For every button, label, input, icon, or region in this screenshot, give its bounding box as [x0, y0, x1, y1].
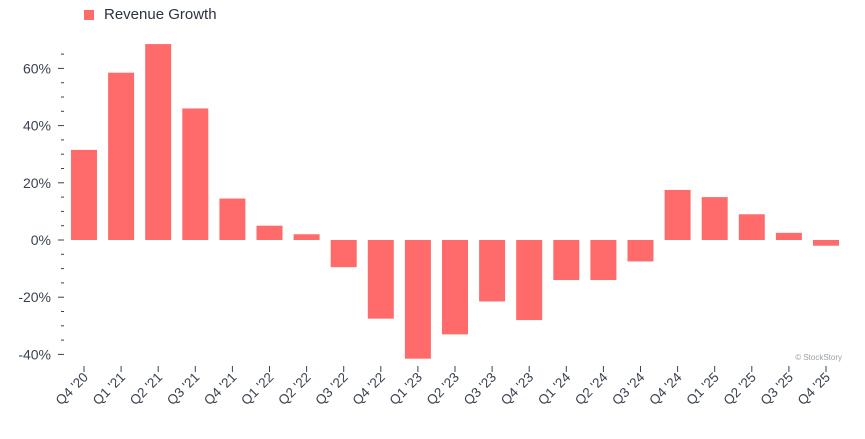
- bar: [182, 108, 209, 240]
- bar: [627, 240, 654, 262]
- y-tick-label: -40%: [18, 346, 51, 362]
- bar: [738, 214, 765, 240]
- bar: [145, 44, 172, 241]
- x-tick-label: Q1 '23: [387, 370, 425, 408]
- bar: [664, 189, 691, 240]
- y-tick-label: 20%: [23, 175, 51, 191]
- x-tick-label: Q2 '25: [720, 370, 758, 408]
- x-tick-label: Q2 '22: [275, 370, 313, 408]
- bar: [813, 240, 839, 246]
- bar: [590, 240, 617, 281]
- credit-label: © StockStory: [795, 353, 842, 362]
- bar: [701, 197, 728, 240]
- x-tick-label: Q2 '24: [572, 369, 611, 408]
- bar: [775, 232, 802, 240]
- x-tick-label: Q2 '21: [127, 370, 165, 408]
- bar: [404, 240, 431, 359]
- x-tick-label: Q3 '24: [609, 369, 648, 408]
- x-tick-label: Q4 '24: [646, 369, 685, 408]
- x-tick-label: Q1 '24: [535, 369, 574, 408]
- x-tick-label: Q3 '21: [164, 370, 202, 408]
- bar: [219, 198, 246, 240]
- legend-swatch: [84, 9, 94, 20]
- y-tick-label: 40%: [23, 118, 51, 134]
- x-tick-label: Q4 '21: [201, 370, 239, 408]
- x-tick-label: Q4 '20: [53, 370, 91, 408]
- x-tick-label: Q3 '25: [758, 370, 796, 408]
- bar: [293, 234, 320, 240]
- bar: [553, 240, 580, 281]
- bar: [442, 240, 468, 335]
- x-tick-label: Q2 '23: [424, 370, 462, 408]
- bar: [367, 240, 394, 319]
- bar: [516, 240, 543, 321]
- x-tick-label: Q1 '25: [683, 370, 721, 408]
- x-tick-label: Q4 '25: [795, 370, 833, 408]
- x-tick-label: Q1 '22: [238, 370, 276, 408]
- bar: [108, 72, 135, 240]
- y-tick-label: 0%: [31, 232, 51, 248]
- x-tick-label: Q4 '22: [349, 370, 387, 408]
- y-tick-label: 60%: [23, 60, 51, 76]
- legend: Revenue Growth: [84, 6, 217, 23]
- x-tick-label: Q1 '21: [90, 370, 128, 408]
- y-tick-label: -20%: [18, 289, 51, 305]
- x-tick-label: Q3 '23: [461, 370, 499, 408]
- bar: [479, 240, 506, 302]
- bar: [330, 240, 357, 268]
- bar: [71, 149, 97, 240]
- x-tick-label: Q3 '22: [312, 370, 350, 408]
- legend-label: Revenue Growth: [104, 6, 217, 23]
- bar: [256, 225, 283, 240]
- x-tick-label: Q4 '23: [498, 370, 536, 408]
